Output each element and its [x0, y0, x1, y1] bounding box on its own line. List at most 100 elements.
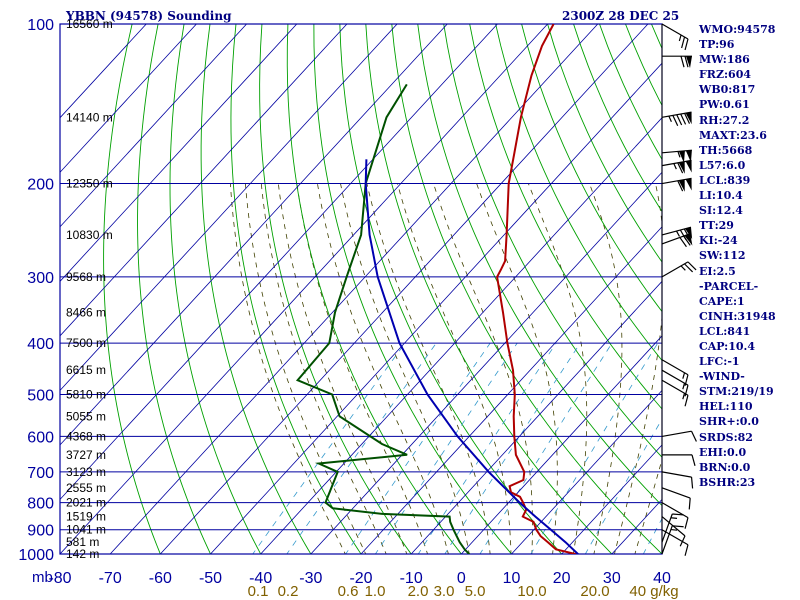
index-item: MAXT:23.6 — [699, 128, 767, 142]
isotherm — [210, 62, 662, 554]
dry-adiabat — [339, 24, 563, 554]
wind-barb — [661, 525, 684, 555]
wind-barb — [661, 379, 689, 407]
isotherm — [160, 24, 649, 554]
wind-barb-flag — [684, 56, 689, 68]
wind-barb-flag — [691, 454, 696, 467]
mixing-ratio-label: 5.0 — [465, 583, 486, 600]
height-label: 5055 m — [66, 409, 106, 423]
moist-adiabat — [634, 458, 662, 554]
wind-barb-flag — [684, 263, 694, 273]
mixing-ratio-label: 20.0 — [580, 583, 609, 600]
wind-barb — [661, 471, 694, 489]
isotherm — [60, 24, 247, 228]
isotherms — [60, 24, 662, 554]
sounding-traces — [295, 24, 580, 554]
index-item: CAPE:1 — [699, 294, 745, 308]
temperature-tick-label: -20 — [349, 570, 372, 587]
index-item: TT:29 — [699, 219, 734, 233]
wind-barb-half-flag — [670, 517, 678, 520]
wind-barb-flag — [684, 517, 689, 529]
temperature-tick-label: 30 — [603, 570, 621, 587]
height-label: 3123 m — [66, 465, 106, 479]
dry-adiabat — [443, 24, 662, 458]
temperature-tick-label: 10 — [503, 570, 521, 587]
wind-barb — [662, 454, 696, 467]
wind-barb-staff — [661, 23, 689, 40]
temperature-trace — [496, 24, 580, 554]
wind-barb-pennant — [678, 150, 685, 163]
height-label: 9568 m — [66, 270, 106, 284]
wind-barb-flag — [677, 162, 684, 174]
dry-adiabat — [495, 24, 662, 362]
dry-adiabat — [781, 24, 800, 565]
wind-barb-flag — [688, 497, 691, 510]
frame-border — [59, 23, 663, 555]
isotherm — [360, 226, 662, 554]
moist-adiabat — [244, 183, 367, 554]
parcel-trace — [364, 159, 580, 554]
wind-barb-staff — [661, 471, 692, 478]
mixing-ratio-label: 2.0 — [408, 583, 429, 600]
index-item: BSHR:23 — [699, 475, 756, 489]
wind-barb-flag — [679, 237, 687, 248]
isotherm — [60, 24, 348, 337]
temperature-tick-label: -40 — [249, 570, 272, 587]
wind-barb-half-flag — [680, 265, 686, 271]
dry-adiabat — [417, 24, 662, 507]
wind-barbs — [661, 23, 697, 556]
index-item: EI:2.5 — [699, 264, 736, 278]
wind-barb-staff — [661, 359, 689, 376]
wind-barb-flag — [680, 113, 687, 125]
wind-barb-half-flag — [678, 34, 682, 42]
dry-adiabat — [230, 24, 362, 554]
temperature-tick-label: -50 — [199, 570, 222, 587]
moist-adiabat — [589, 183, 623, 554]
dry-adiabat — [313, 24, 513, 554]
wind-barb — [661, 261, 697, 278]
wind-barb-flag — [683, 235, 691, 246]
isotherm — [60, 24, 147, 119]
dewpoint-trace — [295, 83, 471, 554]
wind-barb-pennant — [678, 161, 685, 174]
index-item: SW:112 — [699, 249, 746, 263]
height-label: 2555 m — [66, 481, 106, 495]
temperature-tick-label: -10 — [400, 570, 423, 587]
wind-barb — [661, 502, 689, 529]
height-label: 5810 m — [66, 387, 106, 401]
wind-barb-flag — [681, 36, 686, 49]
wind-barb — [661, 233, 693, 248]
wind-barb-flag — [687, 261, 697, 271]
wind-barb-half-flag — [682, 393, 686, 400]
height-label: 7500 m — [66, 336, 106, 350]
wind-barb-flag — [680, 56, 685, 68]
wind-barb-flag — [677, 180, 684, 192]
index-item: SHR+:0.0 — [699, 415, 759, 429]
index-item: TH:5668 — [699, 143, 753, 157]
mixing-ratio-line — [642, 517, 662, 554]
wind-barb-flag — [691, 430, 697, 442]
mixing-ratio-line — [252, 342, 406, 554]
moist-adiabat — [397, 183, 512, 554]
wind-barb-pennant — [685, 112, 692, 125]
index-item: WMO:94578 — [699, 23, 776, 36]
pressure-tick-label: 1000 — [18, 547, 54, 564]
wind-barb — [661, 430, 697, 442]
index-item: FRZ:604 — [699, 68, 752, 82]
wind-barb-staff — [661, 529, 689, 546]
moist-adiabat — [260, 183, 387, 554]
wind-barb-staff — [661, 525, 673, 555]
wind-barb-staff — [661, 369, 689, 386]
pressure-tick-label: 100 — [27, 17, 54, 34]
moist-adiabat — [229, 183, 346, 554]
index-item: -PARCEL- — [699, 279, 759, 293]
wind-barb-flag — [690, 477, 694, 489]
height-label: 8466 m — [66, 305, 106, 319]
temperature-tick-label: -70 — [99, 570, 122, 587]
isotherm — [260, 117, 662, 554]
isotherm — [310, 171, 662, 554]
mixing-ratio-line — [345, 342, 491, 554]
wind-barb — [661, 149, 692, 163]
wind-barb — [662, 55, 692, 69]
height-label: 1041 m — [66, 523, 106, 537]
